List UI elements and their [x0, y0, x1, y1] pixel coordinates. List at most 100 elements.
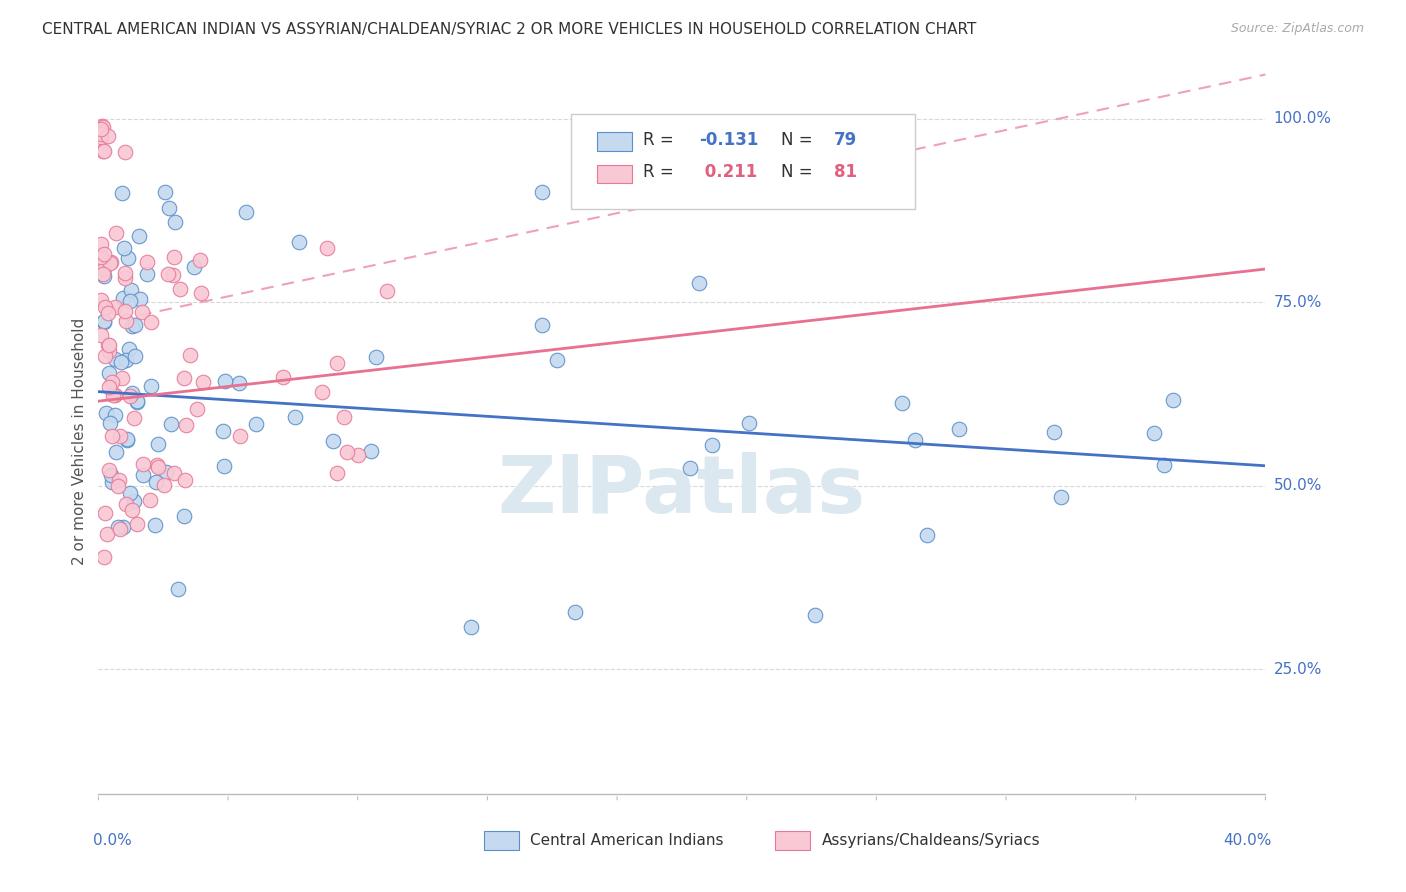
Point	[211, 424, 233, 438]
Point	[90, 237, 112, 252]
Point	[364, 350, 387, 364]
Point	[125, 516, 148, 531]
Point	[135, 255, 157, 269]
Text: 0.211: 0.211	[699, 163, 758, 181]
Point	[107, 520, 129, 534]
Point	[93, 269, 115, 284]
Point	[121, 319, 143, 334]
Point	[127, 395, 149, 409]
Text: 81: 81	[834, 163, 856, 181]
Point	[108, 429, 131, 443]
Point	[1163, 392, 1185, 407]
Point	[360, 444, 382, 458]
Point	[120, 283, 142, 297]
Point	[128, 229, 150, 244]
Point	[546, 353, 568, 368]
Point	[93, 262, 115, 277]
Point	[107, 479, 129, 493]
Point	[101, 475, 124, 489]
Point	[169, 282, 191, 296]
Point	[105, 444, 128, 458]
Point	[146, 436, 169, 450]
Point	[167, 582, 190, 596]
Point	[333, 409, 356, 424]
Point	[112, 241, 135, 255]
Point	[97, 128, 120, 143]
Point	[120, 389, 142, 403]
Text: Assyrians/Chaldeans/Syriacs: Assyrians/Chaldeans/Syriacs	[823, 833, 1040, 848]
Point	[121, 503, 143, 517]
Text: ZIPatlas: ZIPatlas	[498, 452, 866, 530]
Point	[104, 388, 127, 402]
Point	[948, 422, 970, 436]
Point	[90, 293, 112, 307]
Text: N =: N =	[782, 131, 813, 149]
Point	[155, 465, 177, 479]
Point	[157, 267, 180, 281]
Point	[97, 380, 120, 394]
Point	[326, 356, 349, 370]
Point	[101, 388, 124, 402]
Point	[101, 375, 124, 389]
Point	[98, 463, 121, 477]
Point	[190, 285, 212, 300]
Point	[94, 406, 117, 420]
Point	[273, 370, 295, 384]
Point	[688, 276, 710, 290]
Point	[143, 517, 166, 532]
Point	[131, 304, 153, 318]
Point	[93, 549, 115, 564]
Point	[326, 466, 349, 480]
Point	[100, 468, 122, 483]
Point	[115, 353, 138, 368]
Text: 40.0%: 40.0%	[1223, 832, 1271, 847]
Point	[104, 408, 127, 422]
Point	[108, 522, 131, 536]
Point	[316, 241, 339, 255]
Point	[146, 458, 169, 472]
Point	[91, 120, 114, 134]
Point	[118, 342, 141, 356]
Point	[700, 438, 723, 452]
Text: 100.0%: 100.0%	[1274, 112, 1331, 126]
Point	[108, 473, 131, 487]
Point	[153, 477, 176, 491]
Point	[97, 338, 120, 352]
Point	[890, 396, 912, 410]
Text: 0.0%: 0.0%	[93, 832, 131, 847]
Point	[245, 417, 267, 431]
Point	[284, 409, 307, 424]
Point	[288, 235, 311, 249]
Point	[738, 416, 761, 430]
Point	[311, 384, 333, 399]
Point	[90, 250, 112, 264]
Point	[186, 402, 208, 417]
Point	[124, 411, 146, 425]
Y-axis label: 2 or more Vehicles in Household: 2 or more Vehicles in Household	[72, 318, 87, 566]
Point	[173, 509, 195, 524]
Point	[104, 301, 127, 315]
Point	[115, 314, 138, 328]
Point	[530, 185, 553, 199]
Point	[94, 300, 117, 314]
Point	[141, 379, 163, 393]
Bar	[596, 165, 631, 183]
Point	[139, 492, 162, 507]
Point	[111, 186, 134, 200]
Text: 25.0%: 25.0%	[1274, 662, 1322, 677]
Point	[121, 386, 143, 401]
Point	[139, 314, 162, 328]
Point	[160, 417, 183, 431]
Point	[129, 292, 152, 306]
Point	[115, 433, 138, 447]
Point	[96, 527, 118, 541]
Text: -0.131: -0.131	[699, 131, 759, 149]
Point	[347, 449, 370, 463]
Point	[90, 328, 112, 343]
Point	[111, 292, 134, 306]
Point	[93, 256, 115, 270]
Point	[903, 433, 925, 447]
Point	[98, 256, 121, 270]
Point	[114, 145, 136, 160]
Point	[110, 355, 132, 369]
